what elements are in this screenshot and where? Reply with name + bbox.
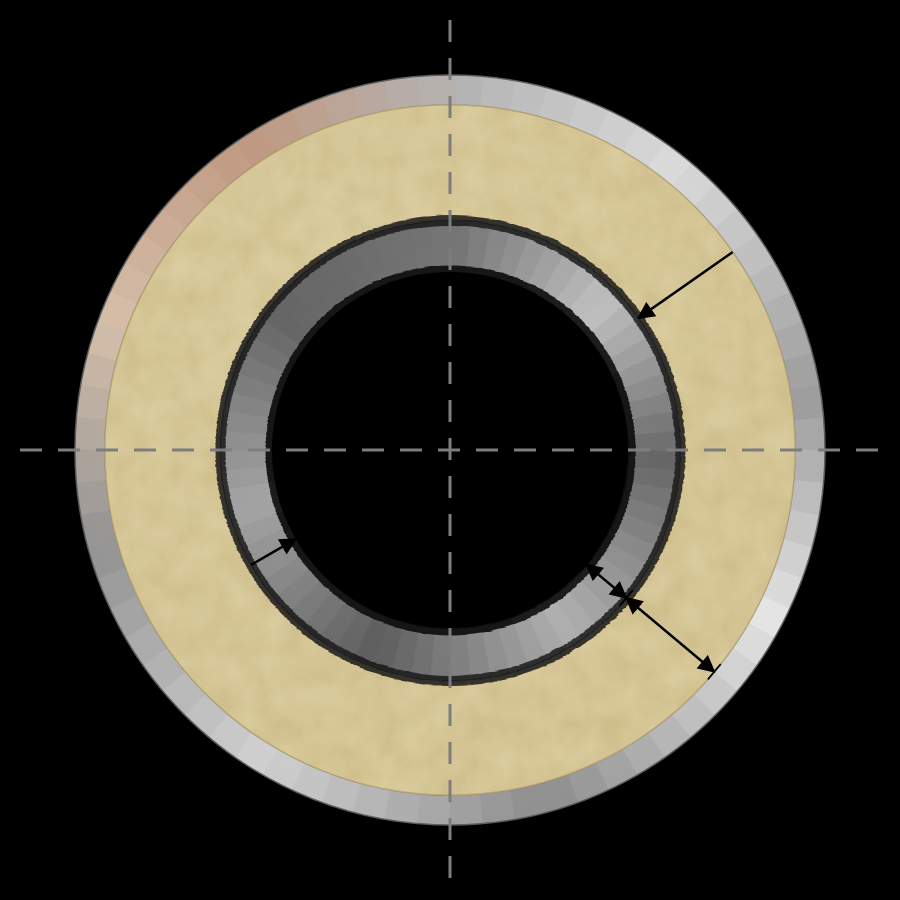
pipe-cross-section-diagram — [0, 0, 900, 900]
